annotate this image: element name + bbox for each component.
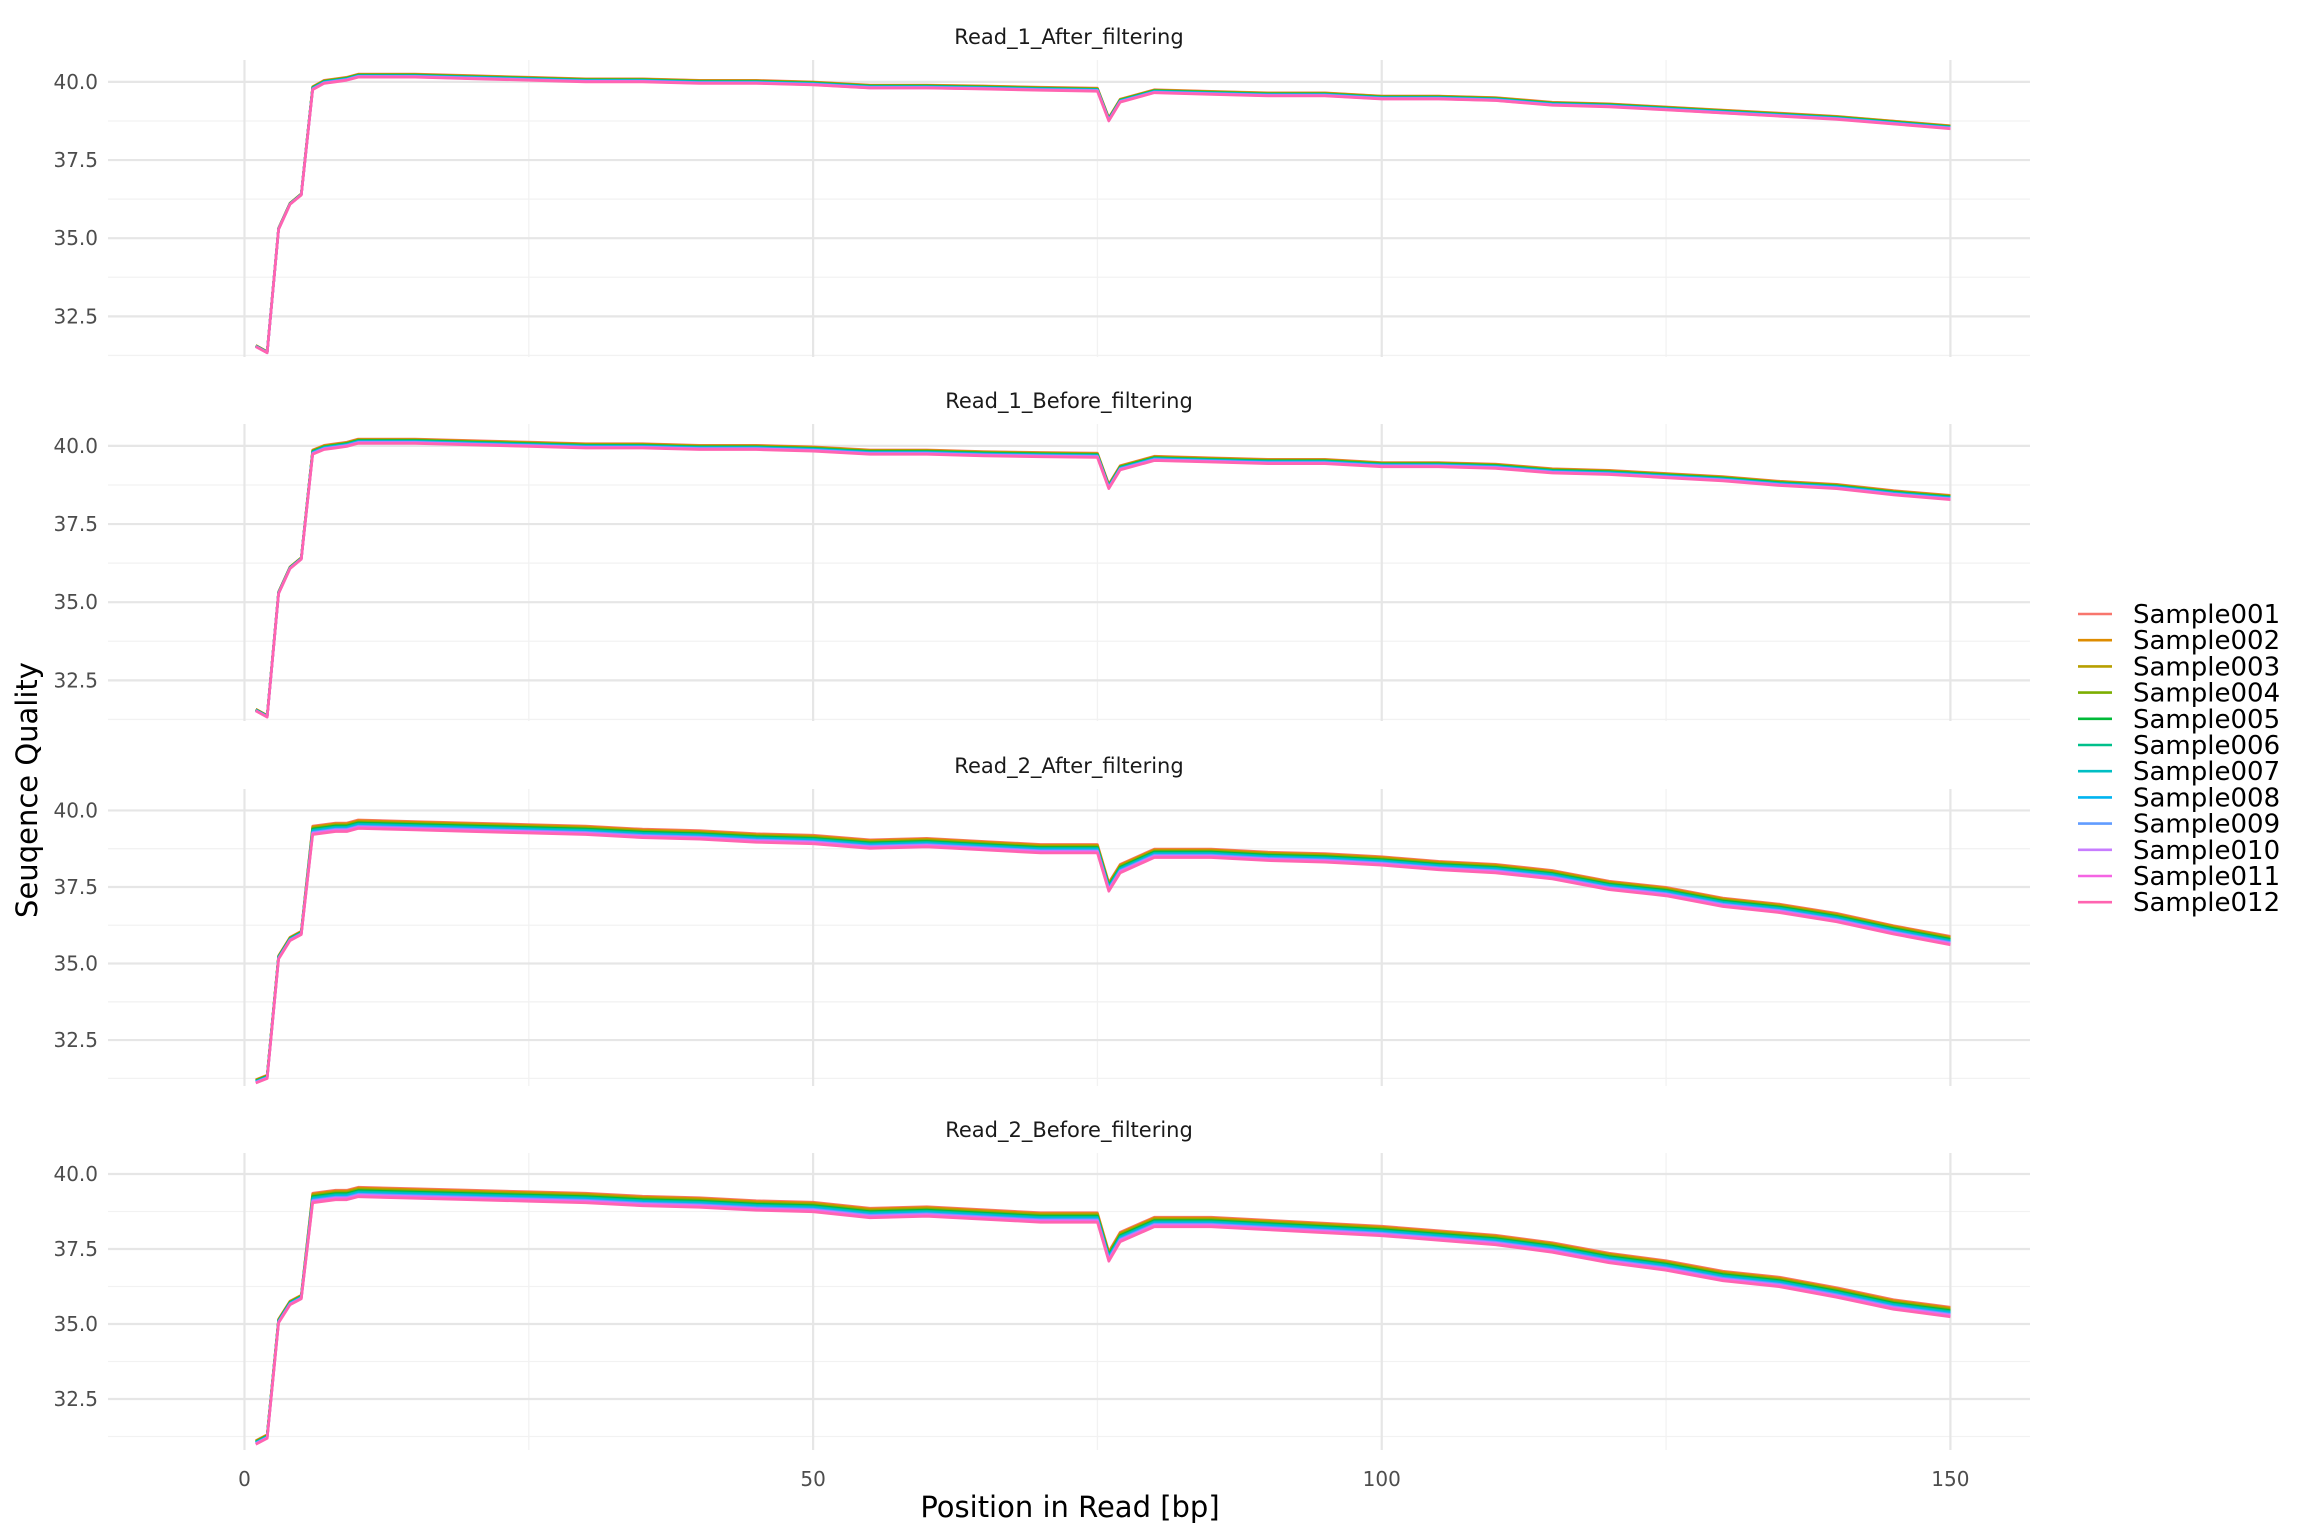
- series-line-Sample001: [255, 72, 1951, 354]
- legend-item: Sample007: [2078, 757, 2280, 787]
- series-line-Sample010: [255, 75, 1951, 355]
- facet-panels: Read_1_After_filtering32.535.037.540.0Re…: [53, 25, 2030, 1491]
- y-axis-title: Seuqence Quality: [10, 662, 44, 918]
- y-tick-label: 40.0: [53, 798, 98, 822]
- series-line-Sample005: [255, 73, 1951, 354]
- series-line-Sample012: [255, 1195, 1951, 1446]
- legend-label: Sample004: [2133, 679, 2280, 709]
- series-line-Sample012: [255, 827, 1951, 1085]
- legend-item: Sample012: [2078, 888, 2280, 918]
- x-tick-label: 100: [1363, 1467, 1401, 1491]
- legend-label: Sample005: [2133, 705, 2280, 735]
- series-line-Sample006: [255, 74, 1951, 354]
- legend-item: Sample004: [2078, 679, 2280, 709]
- y-tick-label: 32.5: [53, 1028, 98, 1052]
- x-tick-label: 50: [800, 1467, 825, 1491]
- facet-panel-2: Read_1_Before_filtering 32.5 35.0 37.5 40.0: [53, 389, 2030, 721]
- series-line-Sample012: [255, 442, 1951, 719]
- legend-label: Sample003: [2133, 652, 2280, 682]
- series-line-Sample003: [255, 1187, 1951, 1443]
- y-tick-label: 40.0: [53, 1162, 98, 1186]
- series-line-Sample009: [255, 75, 1951, 354]
- series-line-Sample004: [255, 73, 1951, 354]
- legend-item: Sample005: [2078, 705, 2280, 735]
- legend-label: Sample001: [2133, 600, 2280, 630]
- series-line-Sample007: [255, 74, 1951, 354]
- y-tick-label: 35.0: [53, 952, 98, 976]
- y-tick-label: 32.5: [53, 668, 98, 692]
- x-tick-label: 0: [238, 1467, 251, 1491]
- legend-item: Sample001: [2078, 600, 2280, 630]
- series-line-Sample008: [255, 74, 1951, 354]
- legend-label: Sample012: [2133, 888, 2280, 918]
- legend-label: Sample002: [2133, 626, 2280, 656]
- series-line-Sample009: [255, 440, 1951, 719]
- y-tick-label: 37.5: [53, 148, 98, 172]
- facet-panel-1: Read_1_After_filtering 32.5 35.0 37.5 40.0: [53, 25, 2030, 357]
- y-tick-label: 35.0: [53, 1312, 98, 1336]
- y-tick-label: 32.5: [53, 304, 98, 328]
- facet-panel-3: Read_2_After_filtering 32.5 35.0 37.5 40.0: [53, 754, 2030, 1086]
- legend-item: Sample009: [2078, 810, 2280, 840]
- facet-title: Read_2_Before_filtering: [945, 1118, 1193, 1143]
- series-line-Sample004: [255, 438, 1951, 718]
- legend-item: Sample010: [2078, 836, 2280, 866]
- legend: Sample001Sample002Sample003Sample004Samp…: [2078, 600, 2280, 918]
- x-tick-label: 150: [1931, 1467, 1969, 1491]
- series-line-Sample008: [255, 440, 1951, 718]
- series-line-Sample002: [255, 73, 1951, 354]
- facet-panel-4: Read_2_Before_filtering 32.5 35.0 37.5 40.0: [53, 1118, 2030, 1450]
- legend-item: Sample011: [2078, 862, 2280, 892]
- y-tick-label: 35.0: [53, 226, 98, 250]
- legend-item: Sample003: [2078, 652, 2280, 682]
- facet-title: Read_1_After_filtering: [954, 25, 1183, 50]
- facet-title: Read_2_After_filtering: [954, 754, 1183, 779]
- series-line-Sample002: [255, 1186, 1951, 1443]
- series-line-Sample007: [255, 440, 1951, 718]
- legend-label: Sample008: [2133, 783, 2280, 813]
- legend-item: Sample002: [2078, 626, 2280, 656]
- series-line-Sample010: [255, 441, 1951, 719]
- series-line-Sample012: [255, 75, 1951, 355]
- series-line-Sample003: [255, 438, 1951, 718]
- series-line-Sample011: [255, 75, 1951, 355]
- y-tick-label: 37.5: [53, 512, 98, 536]
- legend-label: Sample010: [2133, 836, 2280, 866]
- y-tick-label: 37.5: [53, 875, 98, 899]
- series-line-Sample003: [255, 73, 1951, 354]
- facet-title: Read_1_Before_filtering: [945, 389, 1193, 414]
- y-tick-label: 40.0: [53, 434, 98, 458]
- y-tick-label: 37.5: [53, 1237, 98, 1261]
- series-line-Sample011: [255, 441, 1951, 719]
- series-line-Sample006: [255, 439, 1951, 718]
- legend-label: Sample006: [2133, 731, 2280, 761]
- legend-label: Sample009: [2133, 810, 2280, 840]
- y-tick-label: 32.5: [53, 1387, 98, 1411]
- legend-label: Sample007: [2133, 757, 2280, 787]
- x-axis-title: Position in Read [bp]: [920, 1490, 1219, 1524]
- series-line-Sample002: [255, 438, 1951, 717]
- y-tick-label: 40.0: [53, 70, 98, 94]
- series-line-Sample005: [255, 439, 1951, 718]
- legend-item: Sample008: [2078, 783, 2280, 813]
- y-tick-label: 35.0: [53, 590, 98, 614]
- series-line-Sample001: [255, 1185, 1951, 1442]
- legend-item: Sample006: [2078, 731, 2280, 761]
- legend-label: Sample011: [2133, 862, 2280, 892]
